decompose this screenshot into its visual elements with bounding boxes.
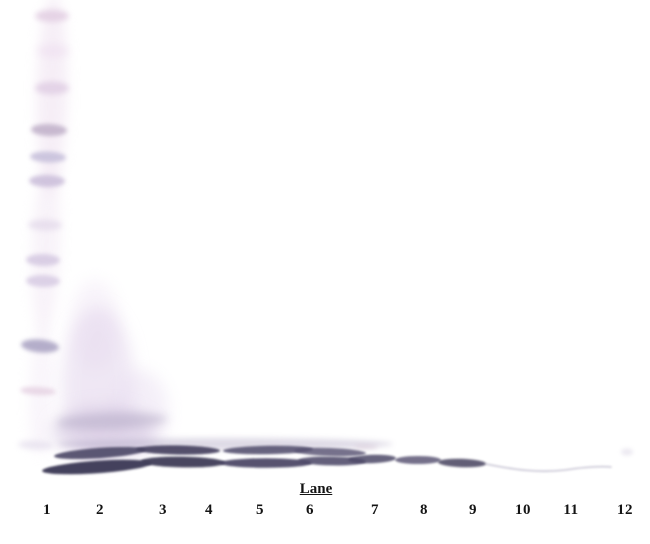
- lane-label-9: 9: [469, 502, 477, 518]
- molecular-weight-ladder-lane: [18, 10, 69, 450]
- lane-label-2: 2: [96, 502, 104, 518]
- lane-label-3: 3: [159, 502, 167, 518]
- lane-label-4: 4: [205, 502, 213, 518]
- gel-smears: [28, 0, 393, 463]
- lane-label-1: 1: [43, 502, 51, 518]
- lane-label-8: 8: [420, 502, 428, 518]
- lane-label-12: 12: [617, 502, 633, 518]
- sample-bands: [42, 444, 633, 475]
- lane-label-7: 7: [371, 502, 379, 518]
- lane-label-5: 5: [256, 502, 264, 518]
- lane-label-11: 11: [563, 502, 579, 518]
- axis-label-lane: Lane: [299, 481, 333, 497]
- lane-label-10: 10: [515, 502, 531, 518]
- lane-label-6: 6: [306, 502, 314, 518]
